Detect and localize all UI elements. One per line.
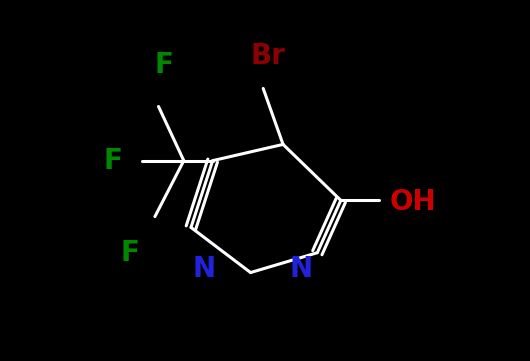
Text: F: F xyxy=(104,147,123,175)
Text: N: N xyxy=(289,255,313,283)
Text: F: F xyxy=(154,51,173,79)
Text: F: F xyxy=(120,239,139,267)
Text: OH: OH xyxy=(390,188,436,216)
Text: Br: Br xyxy=(251,42,286,70)
Text: N: N xyxy=(192,255,215,283)
